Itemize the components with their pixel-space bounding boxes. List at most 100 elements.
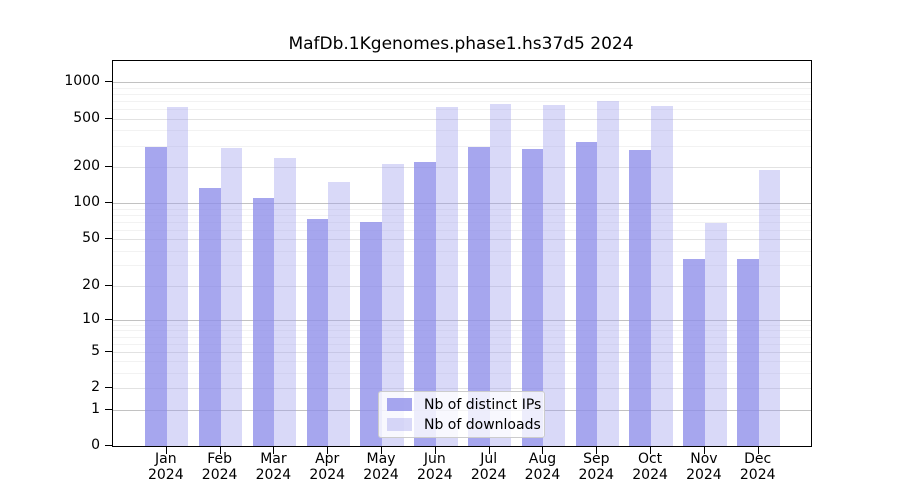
y-tick-mark — [105, 202, 112, 204]
y-tick-label: 5 — [91, 342, 100, 359]
y-tick-mark — [105, 284, 112, 286]
bar-distinct-ips-sep — [575, 142, 598, 446]
minor-gridline — [113, 250, 811, 252]
minor-gridline — [113, 265, 811, 267]
y-tick-label: 10 — [82, 310, 100, 327]
y-tick-label: 1000 — [64, 73, 100, 90]
x-tick-label: Jun 2024 — [417, 451, 453, 483]
x-tick-mark — [542, 446, 544, 454]
x-tick-label: Nov 2024 — [686, 451, 722, 483]
legend-label-downloads: Nb of downloads — [424, 416, 541, 433]
legend-swatch-distinct-ips — [387, 398, 412, 411]
y-tick-label: 50 — [82, 230, 100, 247]
bar-distinct-ips-dec — [737, 258, 759, 446]
major-gridline — [113, 203, 811, 205]
minor-gridline — [113, 229, 811, 231]
minor-gridline — [113, 87, 811, 89]
y-tick-mark — [105, 165, 112, 167]
bar-distinct-ips-jul — [467, 147, 490, 446]
minor-gridline — [113, 109, 811, 111]
y-tick-label: 100 — [73, 194, 100, 211]
chart-title: MafDb.1Kgenomes.phase1.hs37d5 2024 — [288, 34, 634, 54]
y-tick-mark — [105, 445, 112, 446]
minor-gridline — [113, 336, 811, 338]
legend-swatch-downloads — [387, 418, 412, 431]
x-tick-mark — [757, 446, 759, 454]
bar-distinct-ips-aug — [521, 148, 544, 446]
y-tick-mark — [105, 387, 112, 389]
x-tick-label: Jul 2024 — [470, 451, 507, 483]
major-gridline — [113, 388, 811, 390]
plot-area — [112, 60, 812, 447]
minor-gridline — [113, 324, 811, 326]
y-tick-mark — [105, 238, 112, 240]
minor-gridline — [113, 208, 811, 210]
y-tick-mark — [105, 117, 112, 119]
y-tick-mark — [105, 408, 112, 410]
minor-gridline — [113, 330, 811, 332]
bar-downloads-jan — [166, 107, 189, 446]
bar-downloads-oct — [651, 105, 673, 446]
x-tick-mark — [596, 446, 598, 454]
y-tick-label: 200 — [73, 157, 100, 174]
y-tick-label: 1 — [91, 400, 100, 417]
y-tick-label: 20 — [82, 276, 100, 293]
bar-downloads-mar — [274, 158, 297, 446]
minor-gridline — [113, 130, 811, 132]
bar-downloads-jun — [435, 107, 458, 446]
bar-downloads-nov — [704, 223, 727, 446]
y-tick-label: 0 — [91, 437, 100, 453]
major-gridline — [113, 239, 811, 241]
bar-distinct-ips-jun — [414, 161, 436, 446]
x-tick-label: Aug 2024 — [524, 451, 561, 483]
x-tick-mark — [703, 446, 705, 454]
x-tick-mark — [650, 446, 652, 454]
minor-gridline — [113, 101, 811, 103]
x-tick-mark — [273, 446, 275, 454]
x-tick-mark — [434, 446, 436, 454]
bar-distinct-ips-nov — [683, 258, 705, 446]
x-tick-label: Oct 2024 — [632, 451, 668, 483]
bar-distinct-ips-may — [360, 221, 383, 446]
legend-label-distinct-ips: Nb of distinct IPs — [424, 396, 542, 413]
bar-downloads-may — [382, 164, 404, 446]
x-tick-label: Jan 2024 — [147, 451, 184, 483]
major-gridline — [113, 319, 811, 321]
bar-distinct-ips-apr — [306, 219, 329, 446]
minor-gridline — [113, 343, 811, 345]
bar-downloads-dec — [758, 170, 781, 446]
y-tick-label: 500 — [73, 109, 100, 126]
bar-downloads-feb — [220, 148, 243, 446]
major-gridline — [113, 118, 811, 120]
x-tick-mark — [488, 446, 490, 454]
bar-distinct-ips-jan — [145, 147, 167, 446]
minor-gridline — [113, 361, 811, 363]
bar-downloads-apr — [328, 181, 350, 446]
legend-item-downloads: Nb of downloads — [379, 417, 544, 433]
y-tick-mark — [105, 350, 112, 352]
x-tick-mark — [381, 446, 383, 454]
x-tick-label: Apr 2024 — [309, 451, 346, 483]
minor-gridline — [113, 214, 811, 216]
major-gridline — [113, 82, 811, 84]
legend: Nb of distinct IPs Nb of downloads — [378, 391, 545, 438]
y-tick-mark — [105, 81, 112, 83]
major-gridline — [113, 351, 811, 353]
x-tick-mark — [219, 446, 221, 454]
x-tick-label: Sep 2024 — [578, 451, 615, 483]
y-tick-label: 2 — [91, 379, 100, 396]
bar-downloads-sep — [597, 100, 619, 446]
bar-downloads-aug — [543, 104, 566, 446]
bar-distinct-ips-oct — [629, 149, 652, 446]
x-tick-mark — [327, 446, 329, 454]
major-gridline — [113, 285, 811, 287]
major-gridline — [113, 166, 811, 168]
bar-downloads-jul — [489, 103, 512, 446]
minor-gridline — [113, 221, 811, 223]
minor-gridline — [113, 145, 811, 147]
x-tick-label: May 2024 — [363, 451, 399, 483]
x-tick-mark — [165, 446, 167, 454]
minor-gridline — [113, 373, 811, 375]
x-tick-label: Mar 2024 — [255, 451, 292, 483]
